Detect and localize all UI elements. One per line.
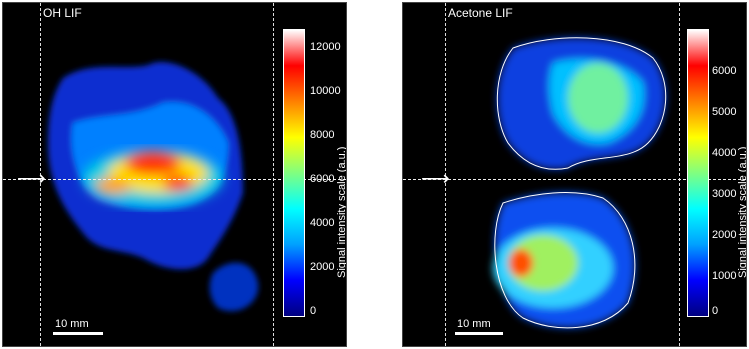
left-boundary-line (445, 3, 446, 346)
colorbar-tick: 12000 (310, 41, 341, 53)
scale-bar (455, 332, 503, 335)
colorbar-tick: 0 (712, 305, 719, 317)
colorbar-tick: 1000 (712, 270, 737, 282)
right-boundary-line (273, 3, 274, 346)
panel-title: Acetone LIF (448, 6, 513, 20)
colorbar-tick: 6000 (310, 173, 335, 185)
colorbar-tick: 2000 (310, 261, 335, 273)
acetone-lif-image (493, 37, 667, 329)
right-boundary-line (679, 3, 680, 346)
oh-lif-panel: ⟶ OH LIF 10 mm 12000 10000 8000 6000 400… (2, 2, 347, 347)
colorbar-tick: 6000 (712, 65, 737, 77)
axis-line (403, 179, 746, 180)
colorbar (283, 29, 305, 317)
colorbar-label: Signal intensity scale (a.u.) (737, 146, 747, 278)
colorbar-tick: 0 (310, 305, 317, 317)
colorbar-ticks: 12000 10000 8000 6000 4000 2000 0 (310, 41, 346, 321)
scale-bar-label: 10 mm (55, 318, 89, 330)
colorbar-label: Signal intensity scale (a.u.) (336, 146, 347, 278)
panel-title: OH LIF (43, 6, 82, 20)
scale-bar (53, 332, 103, 335)
colorbar-tick: 5000 (712, 106, 737, 118)
colorbar-tick: 8000 (310, 129, 335, 141)
scale-bar-label: 10 mm (457, 318, 491, 330)
colorbar (687, 29, 709, 317)
colorbar-tick: 4000 (310, 217, 335, 229)
right-arrow-icon: ⟶ (421, 168, 450, 190)
colorbar-tick: 2000 (712, 229, 737, 241)
colorbar-ticks: 6000 5000 4000 3000 2000 1000 0 (712, 65, 746, 325)
colorbar-tick: 4000 (712, 147, 737, 159)
right-arrow-icon: ⟶ (17, 168, 46, 190)
axis-line (3, 179, 346, 180)
colorbar-tick: 3000 (712, 188, 737, 200)
colorbar-tick: 10000 (310, 85, 341, 97)
acetone-lif-panel: ⟶ Acetone LIF 10 mm 6000 5000 4000 3000 … (402, 2, 747, 347)
oh-lif-image (48, 62, 259, 312)
left-boundary-line (40, 3, 41, 346)
